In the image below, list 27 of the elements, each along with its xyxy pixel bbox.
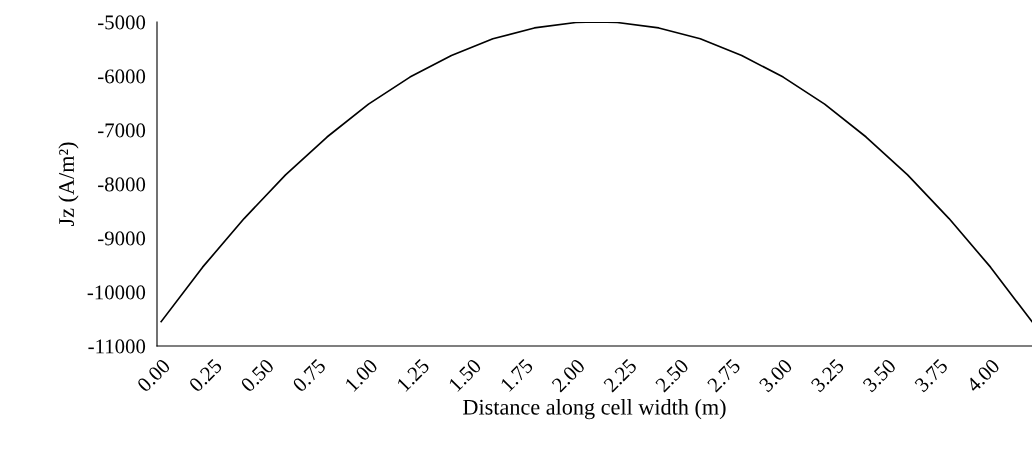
y-tick-label: -10000	[87, 285, 146, 300]
y-tick-label: -6000	[98, 69, 146, 84]
x-tick-label: 2.25	[603, 358, 638, 393]
y-tick-label: -9000	[98, 231, 146, 246]
x-tick-label: 2.50	[654, 358, 690, 393]
y-tick-label: -8000	[98, 177, 146, 192]
y-tick-label: -11000	[88, 339, 146, 354]
x-tick-label: 3.75	[914, 358, 949, 393]
x-tick-label: 0.00	[136, 358, 172, 393]
y-axis-title: Jz (A/m²)	[58, 142, 79, 227]
line-series	[160, 22, 1032, 323]
y-tick-label: -7000	[98, 123, 146, 138]
x-tick-label: 2.75	[706, 358, 742, 393]
x-tick-label: 0.25	[188, 358, 223, 393]
x-tick-label: 1.25	[396, 358, 431, 393]
x-tick-label: 1.75	[500, 358, 534, 393]
x-tick-label: 0.75	[291, 358, 327, 393]
x-tick-label: 0.50	[240, 358, 275, 393]
x-tick-label: 4.00	[965, 358, 1001, 394]
x-tick-label: 3.25	[810, 358, 845, 393]
x-tick-label: 1.00	[344, 358, 379, 393]
x-tick-label: 2.00	[551, 358, 586, 393]
x-tick-label: 1.50	[448, 358, 483, 393]
y-tick-label: -5000	[98, 15, 146, 30]
x-axis-title: Distance along cell width (m)	[463, 399, 726, 420]
x-tick-label: 3.50	[862, 358, 897, 393]
x-tick-label: 3.00	[758, 358, 794, 393]
